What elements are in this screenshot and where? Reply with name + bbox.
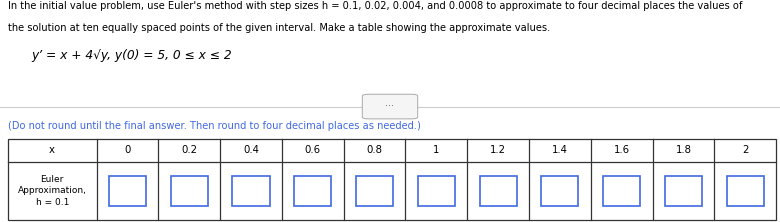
Bar (8, 139, 776, 220)
Bar (294, 176, 332, 206)
Text: the solution at ten equally spaced points of the given interval. Make a table sh: the solution at ten equally spaced point… (8, 23, 550, 33)
Text: 0.4: 0.4 (243, 145, 259, 155)
Bar (480, 176, 516, 206)
Text: (Do not round until the final answer. Then round to four decimal places as neede: (Do not round until the final answer. Th… (8, 121, 420, 131)
Bar (603, 176, 640, 206)
Text: 1.2: 1.2 (490, 145, 506, 155)
Bar (727, 176, 764, 206)
Bar (109, 176, 146, 206)
Bar (418, 176, 455, 206)
Text: 0.2: 0.2 (181, 145, 197, 155)
Text: 0.8: 0.8 (367, 145, 382, 155)
Bar (356, 176, 393, 206)
Text: 1: 1 (433, 145, 440, 155)
Text: y’ = x + 4√y, y(0) = 5, 0 ≤ x ≤ 2: y’ = x + 4√y, y(0) = 5, 0 ≤ x ≤ 2 (31, 49, 232, 62)
Bar (541, 176, 579, 206)
Text: x: x (49, 145, 55, 155)
Text: 1.4: 1.4 (552, 145, 568, 155)
Bar (232, 176, 270, 206)
FancyBboxPatch shape (362, 94, 418, 119)
Text: In the initial value problem, use Euler's method with step sizes h = 0.1, 0.02, : In the initial value problem, use Euler'… (8, 1, 743, 11)
Text: 2: 2 (742, 145, 748, 155)
Text: ···: ··· (385, 101, 395, 112)
Text: Euler
Approximation,
h = 0.1: Euler Approximation, h = 0.1 (18, 175, 87, 207)
Bar (171, 176, 207, 206)
Bar (665, 176, 702, 206)
Text: 1.6: 1.6 (614, 145, 629, 155)
Text: 0: 0 (124, 145, 131, 155)
Text: 0.6: 0.6 (305, 145, 321, 155)
Text: 1.8: 1.8 (675, 145, 691, 155)
